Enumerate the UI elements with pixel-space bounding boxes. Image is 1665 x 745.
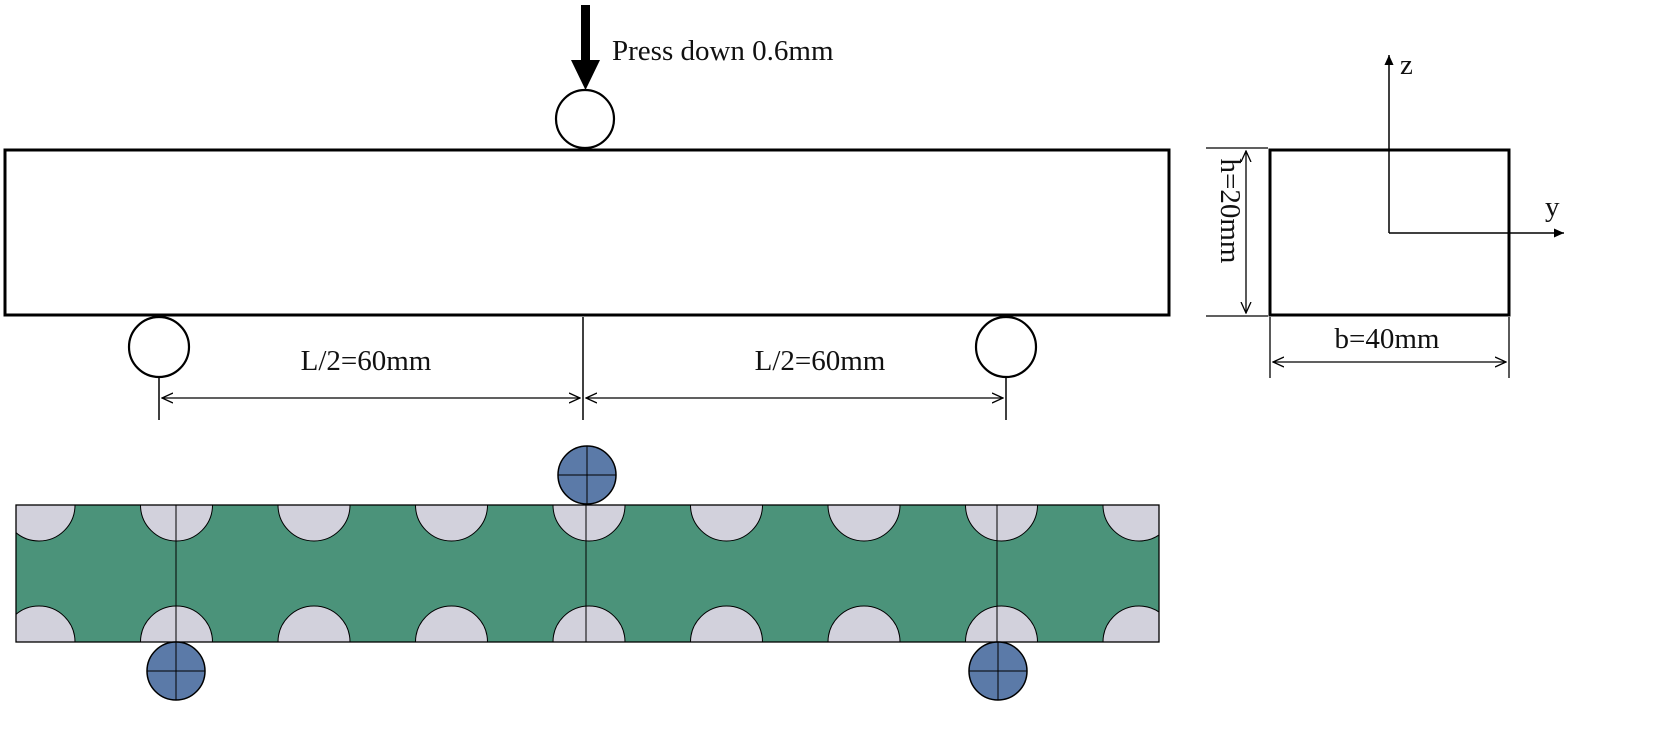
inclusion-top-1 [16,505,76,542]
inclusion-bottom-3 [277,605,351,642]
inclusion-top-4 [415,505,488,542]
inclusion-bottom-5 [552,605,626,642]
finite-element-model [15,445,1160,701]
inclusion-top-7 [827,505,901,542]
inclusion-bottom-4 [415,605,488,642]
y-axis-label: y [1545,191,1560,223]
top-roller-node [557,445,617,505]
inclusion-bottom-8 [965,605,1038,642]
left-roller-node [146,641,206,701]
inclusion-top-8 [965,505,1038,542]
inclusion-top-5 [552,505,626,542]
width-label: b=40mm [1335,323,1440,355]
model-outline [15,504,1160,643]
inclusion-top-3 [277,505,351,542]
inclusion-top-9 [1102,505,1159,542]
load-arrow-icon [571,5,600,90]
load-label: Press down 0.6mm [612,35,834,67]
left-support-roller [127,315,191,379]
inclusion-bottom-1 [16,605,76,642]
inclusion-bottom-6 [690,605,763,642]
z-axis-label: z [1400,49,1413,81]
height-label: h=20mm [1214,159,1246,264]
right-roller-node [968,641,1028,701]
inclusion-top-6 [690,505,763,542]
left-span-label: L/2=60mm [301,345,432,377]
right-support-roller [974,315,1038,379]
inclusion-bottom-9 [1102,605,1159,642]
inclusion-bottom-7 [827,605,901,642]
schematic-beam-group: Press down 0.6mm L/2=60mm L/2=60mm [3,5,1171,420]
right-span-label: L/2=60mm [755,345,886,377]
cross-section-group: h=20mm b=40mm z y [1206,49,1564,378]
beam-body [3,148,1171,317]
loading-roller [554,88,616,150]
